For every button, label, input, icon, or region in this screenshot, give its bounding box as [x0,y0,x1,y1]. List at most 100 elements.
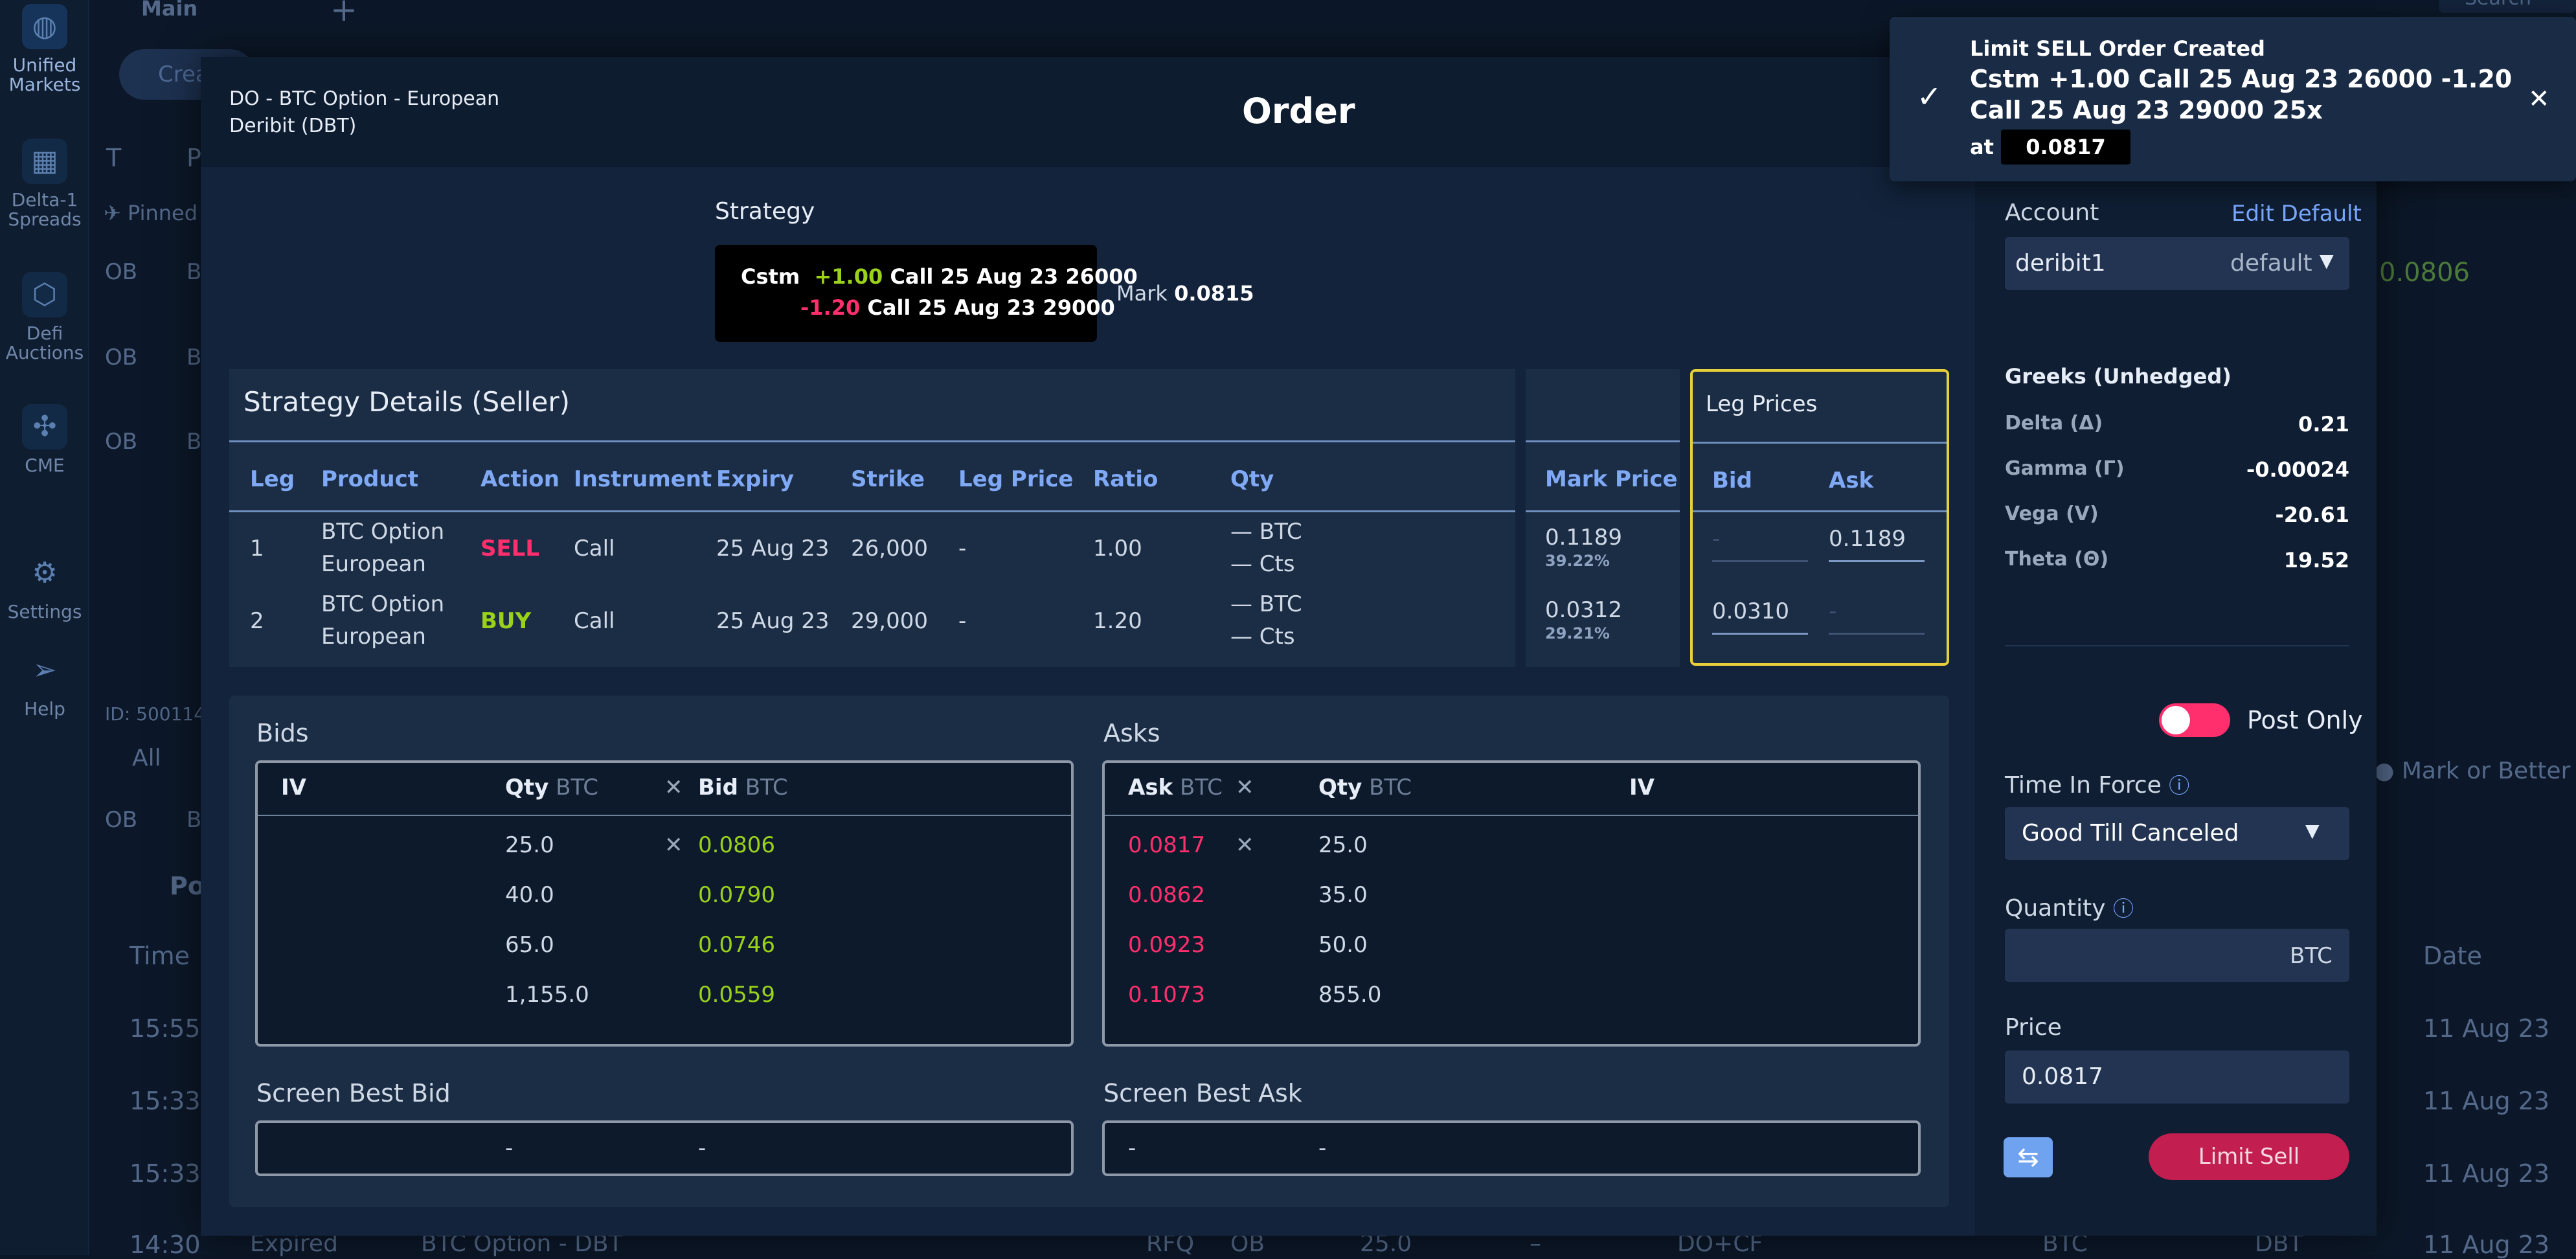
qty-line: — BTC [1230,591,1302,617]
bid-header: Bid [698,775,738,800]
sidebar-item-defi-auctions[interactable]: ⬡ Defi Auctions [0,272,89,363]
bid-price[interactable]: 0.0559 [698,982,775,1008]
ask-unit: BTC [1179,775,1223,800]
edit-default-link[interactable]: Edit Default [2231,201,2362,227]
sidebar-item-unified-markets[interactable]: ◍ Unified Markets [0,4,89,95]
sidebar-item-help[interactable]: ➢ Help [0,648,89,719]
pinned-row[interactable]: ✈ Pinned [104,201,198,225]
order-modal: DO - BTC Option - European Deribit (DBT)… [201,57,2377,1236]
details-title: Strategy Details (Seller) [243,386,570,418]
qty-cell: — BTC — Cts [1230,516,1302,580]
post-only-label: Post Only [2247,706,2363,734]
bid-price[interactable]: 0.0790 [698,882,775,908]
dash-cell: – [1530,1231,1541,1257]
bid-unit: BTC [745,775,788,800]
price-label: Price [2005,1014,2062,1041]
column-header: P [186,144,201,172]
date-cell: 11 Aug 23 [2423,1087,2550,1115]
cancel-order-icon[interactable]: ✕ [1236,832,1254,858]
sidebar-item-cme[interactable]: ✣ CME [0,404,89,475]
pin-icon: ✈ [104,201,128,225]
column-header-action: Action [480,466,559,492]
account-select[interactable]: deribit1 default ▼ [2005,237,2349,290]
sidebar-label: Delta-1 [11,189,78,210]
toast-at-label: at [1970,135,1994,159]
strike-cell: 26,000 [851,536,928,561]
greek-value: -0.00024 [2246,457,2349,482]
help-icon[interactable]: ⓘ [2113,896,2134,921]
cancel-all-icon[interactable]: ✕ [1236,775,1254,800]
ask-qty: 855.0 [1318,982,1382,1008]
greek-name: Vega (V) [2005,503,2099,525]
cancel-all-icon[interactable]: ✕ [664,775,683,800]
bid-price[interactable]: 0.0806 [698,832,775,858]
limit-sell-button[interactable]: Limit Sell [2149,1133,2349,1180]
tif-select[interactable]: Good Till Canceled ▼ [2005,807,2349,860]
leg2-bid-input[interactable]: 0.0310 [1712,598,1808,635]
sidebar-label: Settings [7,601,82,622]
price-input[interactable]: 0.0817 [2005,1050,2349,1104]
leg1-bid-input[interactable]: - [1712,526,1808,562]
product-line: BTC Option [321,519,445,545]
date-cell: 11 Aug 23 [2423,1014,2550,1043]
bid-price[interactable]: 0.0746 [698,932,775,958]
positions-tab[interactable]: Po [170,872,205,900]
tab-main[interactable]: Main [141,0,198,21]
column-header-qty: Qty BTC [1318,775,1412,800]
row-type: OB [105,429,138,455]
leg2-ask-input[interactable]: - [1829,598,1925,635]
greek-name: Theta (Θ) [2005,548,2109,571]
time-cell: 15:33 [130,1087,201,1115]
add-tab-button[interactable]: + [330,0,357,28]
row-type: B [186,429,202,455]
search-placeholder: Search [2465,0,2531,10]
search-input[interactable]: Search [2439,0,2576,13]
leg1-bid-value: - [1712,526,1721,552]
sidebar-item-settings[interactable]: ⚙ Settings [0,550,89,622]
mark-or-better-option[interactable]: ● Mark or Better [2374,758,2570,784]
chevron-down-icon: ▼ [2320,250,2334,271]
product-cell: BTC Option European [321,588,444,653]
column-header-qty: Qty [1230,466,1274,492]
chevron-down-icon: ▼ [2305,820,2320,841]
help-icon[interactable]: ⓘ [2169,773,2190,798]
mark-price-column: Mark Price 0.1189 39.22% 0.0312 29.21% [1526,369,1680,667]
ask-price[interactable]: 0.0817 [1128,832,1205,858]
order-book: Bids Asks IV Qty BTC ✕ Bid BTC 25.0 ✕ 0.… [229,696,1949,1207]
tif-label: Time In Force [2005,772,2162,799]
hexagon-icon: ⬡ [22,272,67,317]
leg2-ask-value: - [1829,598,1837,624]
mark-iv-value: 29.21% [1545,624,1610,642]
bid-qty: 65.0 [505,932,554,958]
gear-icon: ⚙ [32,556,58,589]
post-only-toggle[interactable] [2159,703,2230,737]
sidebar-label: Unified [12,54,77,76]
product-line: European [321,551,426,577]
instrument-name: DO - BTC Option - European [229,87,500,110]
cancel-order-icon[interactable]: ✕ [664,832,683,858]
toast-notification: ✓ Limit SELL Order Created Cstm +1.00 Ca… [1890,17,2576,181]
quantity-input[interactable]: BTC [2005,929,2349,982]
leg2-bid-value: 0.0310 [1712,598,1789,624]
greek-value: -20.61 [2275,503,2350,527]
toast-title: Limit SELL Order Created [1970,36,2265,61]
swap-side-button[interactable]: ⇆ [2004,1137,2053,1177]
ask-qty: 25.0 [1318,832,1368,858]
background-price: 0.0806 [2379,258,2470,288]
product-line: BTC Option [321,591,445,617]
greek-value: 0.21 [2298,412,2349,437]
filter-all[interactable]: All [132,745,161,771]
close-icon[interactable]: ✕ [2528,84,2550,114]
sidebar-label: Spreads [8,209,82,230]
leg1-ask-input[interactable]: 0.1189 [1829,526,1925,562]
asks-table: Ask BTC ✕ Qty BTC IV 0.0817 ✕ 25.0 0.086… [1102,760,1921,1047]
sidebar-item-delta1-spreads[interactable]: ▦ Delta-1 Spreads [0,139,89,229]
column-header-instrument: Instrument [574,466,712,492]
ask-price[interactable]: 0.1073 [1128,982,1205,1008]
toast-line: Call 25 Aug 23 29000 25x [1970,96,2323,124]
expiry-cell: 25 Aug 23 [716,608,830,634]
ask-price[interactable]: 0.0862 [1128,882,1205,908]
greek-name: Gamma (Γ) [2005,457,2125,480]
ask-price[interactable]: 0.0923 [1128,932,1205,958]
column-header-iv: IV [1629,775,1655,800]
